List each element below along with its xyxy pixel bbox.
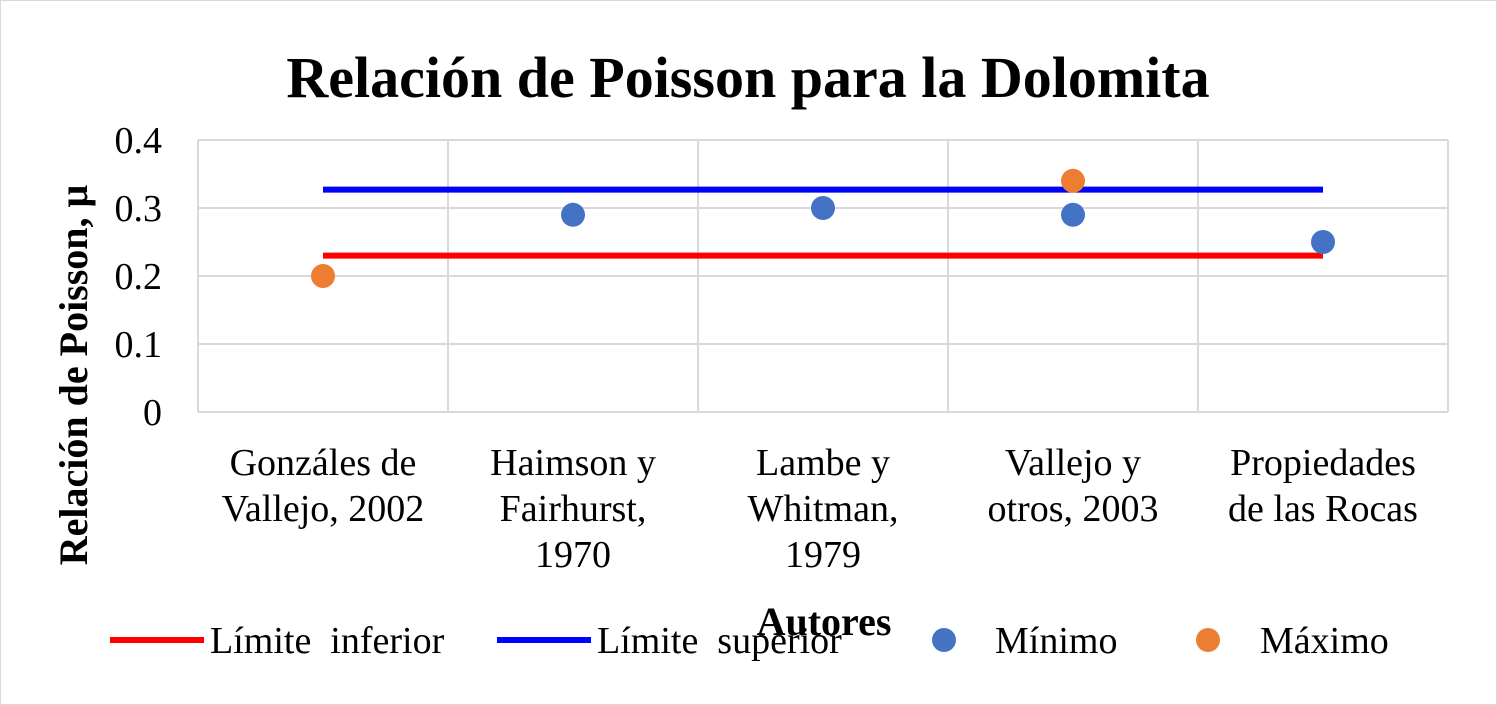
data-point xyxy=(1061,168,1085,193)
data-point xyxy=(311,264,335,288)
series-lines xyxy=(323,186,1323,259)
data-point xyxy=(811,196,835,220)
legend-label: Límite superior xyxy=(597,620,842,662)
y-axis-label: Relación de Poisson, μ xyxy=(51,184,96,565)
y-tick-label: 0.1 xyxy=(115,324,163,366)
legend-label: Límite inferior xyxy=(210,620,445,662)
x-tick-labels: Gonzáles de Vallejo, 2002 Haimson y Fairhur… xyxy=(222,442,1418,576)
x-tick-label: Vallejo y otros, 2003 xyxy=(988,442,1159,530)
y-tick-label: 0 xyxy=(143,392,162,434)
chart-title: Relación de Poisson para la Dolomita xyxy=(286,45,1209,110)
legend-swatch-marker xyxy=(932,628,956,652)
data-point xyxy=(1061,202,1085,227)
x-axis-label: Autores xyxy=(757,599,892,644)
x-tick-label: Lambe y Whitman, 1979 xyxy=(748,442,899,576)
x-tick-label: Propiedades de las Rocas xyxy=(1228,442,1418,530)
data-point xyxy=(561,202,585,227)
data-point xyxy=(1311,230,1335,254)
legend-label: Máximo xyxy=(1260,620,1389,662)
x-tick-label: Haimson y Fairhurst, 1970 xyxy=(490,442,656,576)
legend-label: Mínimo xyxy=(995,620,1117,662)
x-tick-label: Gonzáles de Vallejo, 2002 xyxy=(222,442,425,530)
legend: Límite inferior Límite superior Mínimo Máxi… xyxy=(110,620,1389,662)
y-tick-label: 0.3 xyxy=(115,188,163,230)
legend-swatch-marker xyxy=(1196,628,1220,652)
y-tick-label: 0.2 xyxy=(115,256,163,298)
series-markers xyxy=(311,168,1335,288)
y-tick-labels: 0 0.1 0.2 0.3 0.4 xyxy=(115,120,163,434)
grid xyxy=(197,139,1449,413)
y-tick-label: 0.4 xyxy=(115,120,163,162)
